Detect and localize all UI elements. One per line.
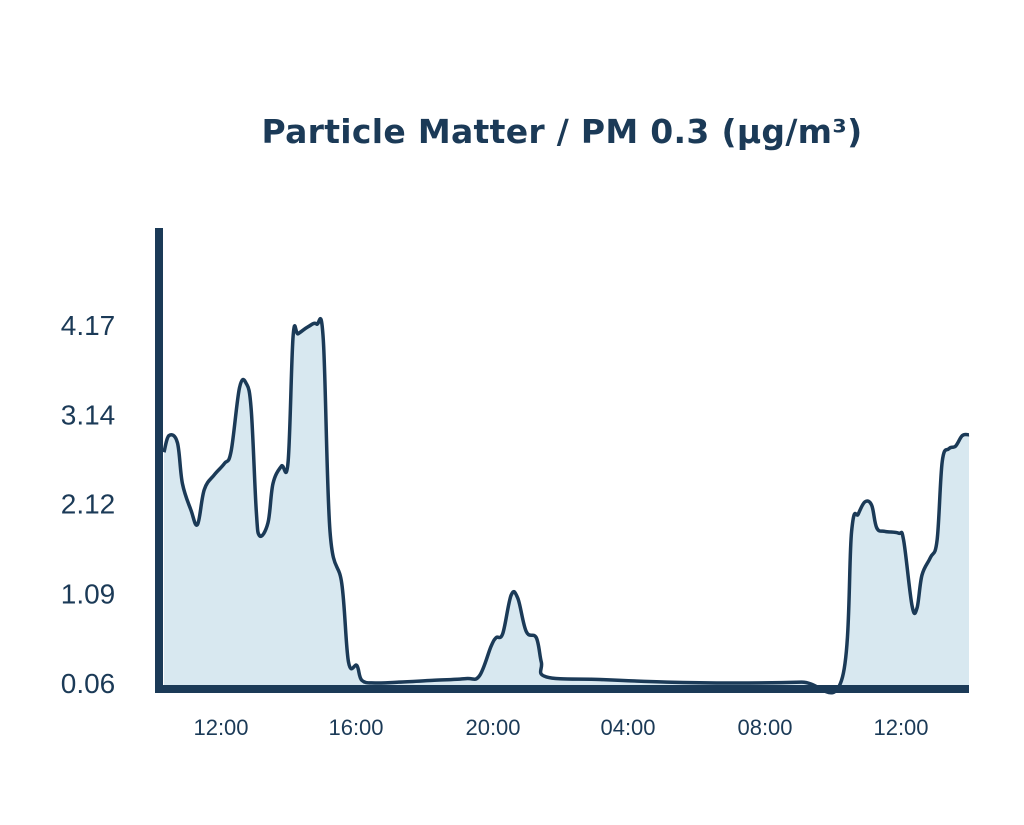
series-area-fill (164, 318, 969, 693)
series-line (162, 316, 970, 695)
x-tick-label: 20:00 (465, 715, 520, 740)
y-tick-label: 1.09 (61, 578, 116, 609)
x-tick-labels: 12:00 16:00 20:00 04:00 08:00 12:00 (193, 715, 928, 740)
x-tick-label: 12:00 (193, 715, 248, 740)
y-tick-labels: 0.06 1.09 2.12 3.14 4.17 (61, 310, 116, 699)
y-tick-label: 3.14 (61, 400, 116, 431)
x-tick-label: 12:00 (873, 715, 928, 740)
y-tick-label: 4.17 (61, 310, 116, 341)
chart-title: Particle Matter / PM 0.3 (µg/m³) (261, 112, 863, 151)
y-tick-label: 2.12 (61, 489, 116, 520)
x-tick-label: 08:00 (737, 715, 792, 740)
x-tick-label: 04:00 (600, 715, 655, 740)
y-tick-label: 0.06 (61, 668, 116, 699)
x-tick-label: 16:00 (328, 715, 383, 740)
